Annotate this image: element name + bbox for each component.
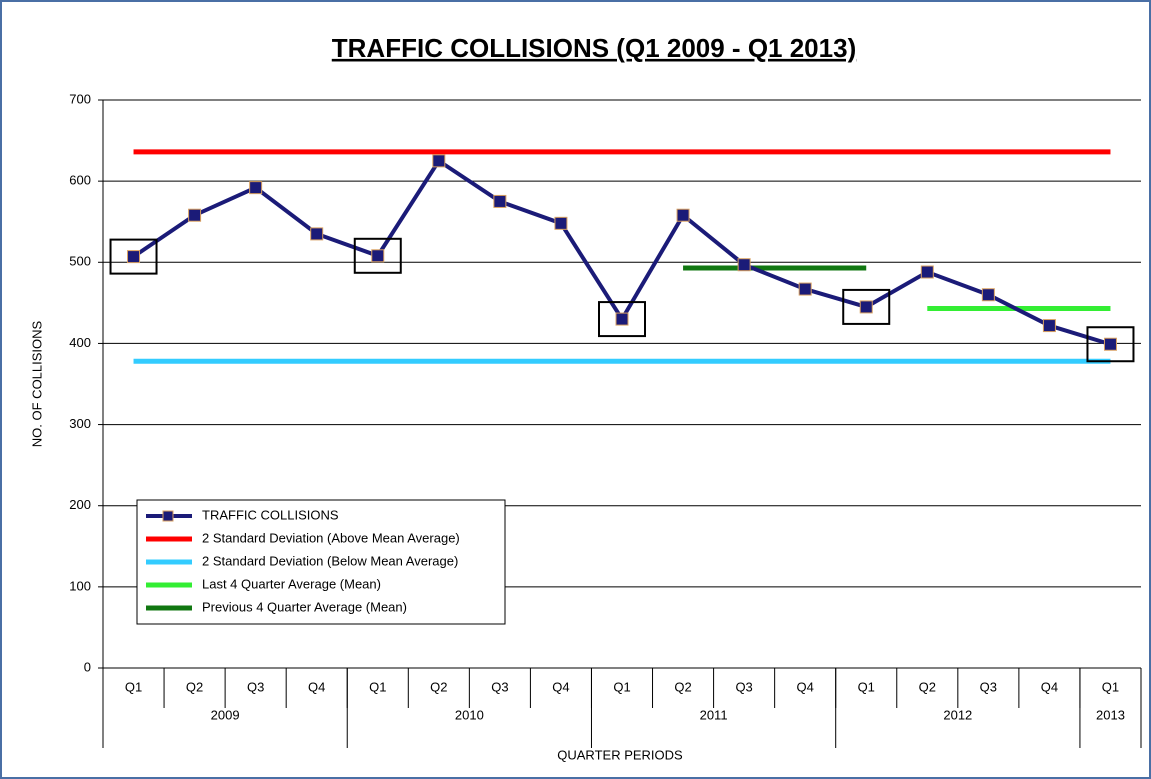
x-tick-label: Q3 [735,679,752,694]
marker [1042,319,1056,333]
legend-marker [162,510,174,522]
marker [981,288,995,302]
x-tick-label: Q2 [919,679,936,694]
legend-label: 2 Standard Deviation (Above Mean Average… [202,530,460,545]
marker [310,227,324,241]
highlight-box [109,238,158,275]
year-label: 2009 [211,707,240,722]
legend-label: Previous 4 Quarter Average (Mean) [202,599,407,614]
x-tick-label: Q2 [186,679,203,694]
y-tick-label: 400 [69,335,91,350]
x-tick-label: Q4 [1041,679,1058,694]
x-axis-label: QUARTER PERIODS [557,747,683,762]
y-tick-label: 600 [69,173,91,188]
year-label: 2013 [1096,707,1125,722]
y-tick-label: 700 [69,91,91,106]
legend-label: 2 Standard Deviation (Below Mean Average… [202,553,458,568]
highlight-box [598,301,646,338]
x-tick-label: Q1 [613,679,630,694]
x-tick-label: Q3 [491,679,508,694]
marker [249,181,263,195]
highlight-box [842,288,891,325]
y-tick-label: 0 [84,659,91,674]
marker [493,194,507,208]
x-tick-label: Q4 [552,679,569,694]
y-tick-label: 200 [69,497,91,512]
marker [127,250,141,264]
x-tick-label: Q3 [247,679,264,694]
marker [615,312,629,326]
marker [859,300,873,314]
x-tick-label: Q1 [125,679,142,694]
y-tick-label: 500 [69,254,91,269]
year-label: 2010 [455,707,484,722]
highlight-box [353,237,402,274]
legend-box [136,499,506,625]
x-tick-label: Q1 [1102,679,1119,694]
marker [432,154,446,168]
x-tick-label: Q3 [980,679,997,694]
y-axis-label: NO. OF COLLISIONS [29,320,44,447]
x-tick-label: Q2 [674,679,691,694]
chart-title: TRAFFIC COLLISIONS (Q1 2009 - Q1 2013) [332,33,856,63]
legend-label: TRAFFIC COLLISIONS [202,507,339,522]
y-tick-label: 100 [69,578,91,593]
marker [737,258,751,272]
highlight-box [1086,326,1135,363]
x-tick-label: Q1 [858,679,875,694]
year-label: 2011 [700,707,728,722]
marker [798,282,812,296]
x-tick-label: Q4 [797,679,814,694]
x-tick-label: Q2 [430,679,447,694]
marker [676,208,690,222]
legend-label: Last 4 Quarter Average (Mean) [202,576,381,591]
marker [920,265,934,279]
x-tick-label: Q4 [308,679,325,694]
y-tick-label: 300 [69,416,91,431]
marker [1103,337,1117,351]
x-tick-label: Q1 [369,679,386,694]
marker [371,249,385,263]
marker [554,216,568,230]
marker [188,208,202,222]
year-label: 2012 [943,707,972,722]
